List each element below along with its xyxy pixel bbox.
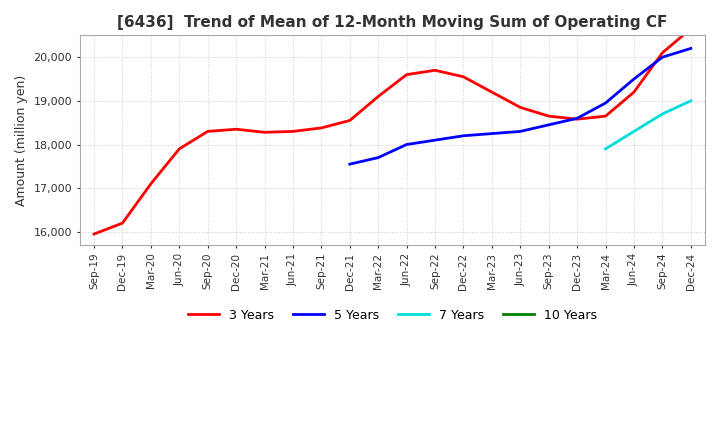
- 3 Years: [232, 127, 240, 132]
- 3 Years: [175, 146, 184, 151]
- 3 Years: [402, 72, 411, 77]
- 3 Years: [90, 231, 99, 237]
- 3 Years: [346, 118, 354, 123]
- Y-axis label: Amount (million yen): Amount (million yen): [15, 74, 28, 206]
- 3 Years: [487, 89, 496, 95]
- 7 Years: [601, 146, 610, 151]
- 5 Years: [658, 55, 667, 60]
- 5 Years: [346, 161, 354, 167]
- 3 Years: [431, 68, 439, 73]
- Line: 3 Years: 3 Years: [94, 29, 690, 234]
- Line: 5 Years: 5 Years: [350, 48, 690, 164]
- 3 Years: [686, 26, 695, 31]
- Legend: 3 Years, 5 Years, 7 Years, 10 Years: 3 Years, 5 Years, 7 Years, 10 Years: [183, 304, 602, 327]
- 3 Years: [260, 130, 269, 135]
- 3 Years: [573, 117, 582, 122]
- 5 Years: [516, 129, 525, 134]
- 5 Years: [629, 77, 638, 82]
- 5 Years: [402, 142, 411, 147]
- 3 Years: [459, 74, 468, 80]
- 5 Years: [686, 46, 695, 51]
- 7 Years: [686, 98, 695, 103]
- 3 Years: [516, 105, 525, 110]
- 3 Years: [289, 129, 297, 134]
- 5 Years: [459, 133, 468, 139]
- 3 Years: [118, 220, 127, 226]
- 3 Years: [203, 129, 212, 134]
- 5 Years: [487, 131, 496, 136]
- 3 Years: [658, 50, 667, 55]
- 5 Years: [601, 100, 610, 106]
- 7 Years: [629, 129, 638, 134]
- 3 Years: [374, 94, 382, 99]
- 7 Years: [658, 111, 667, 117]
- 3 Years: [544, 114, 553, 119]
- Line: 7 Years: 7 Years: [606, 101, 690, 149]
- 5 Years: [573, 116, 582, 121]
- Title: [6436]  Trend of Mean of 12-Month Moving Sum of Operating CF: [6436] Trend of Mean of 12-Month Moving …: [117, 15, 667, 30]
- 3 Years: [629, 89, 638, 95]
- 3 Years: [147, 181, 156, 187]
- 5 Years: [544, 122, 553, 128]
- 3 Years: [317, 125, 325, 131]
- 5 Years: [374, 155, 382, 160]
- 3 Years: [601, 114, 610, 119]
- 5 Years: [431, 138, 439, 143]
